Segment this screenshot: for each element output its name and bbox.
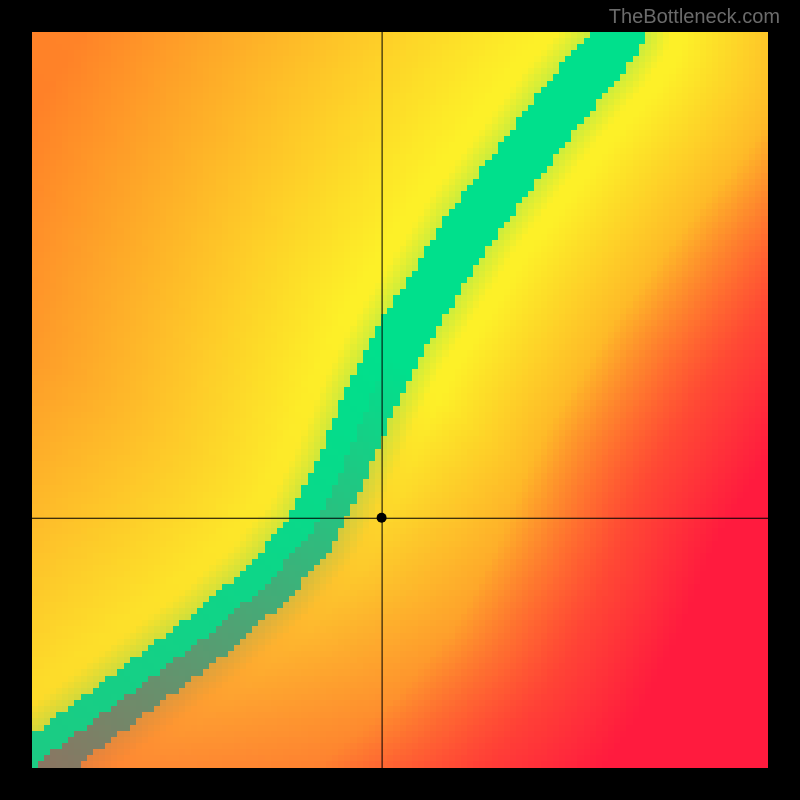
bottleneck-heatmap [32, 32, 768, 768]
chart-container: TheBottleneck.com [0, 0, 800, 800]
watermark-text: TheBottleneck.com [609, 6, 780, 29]
